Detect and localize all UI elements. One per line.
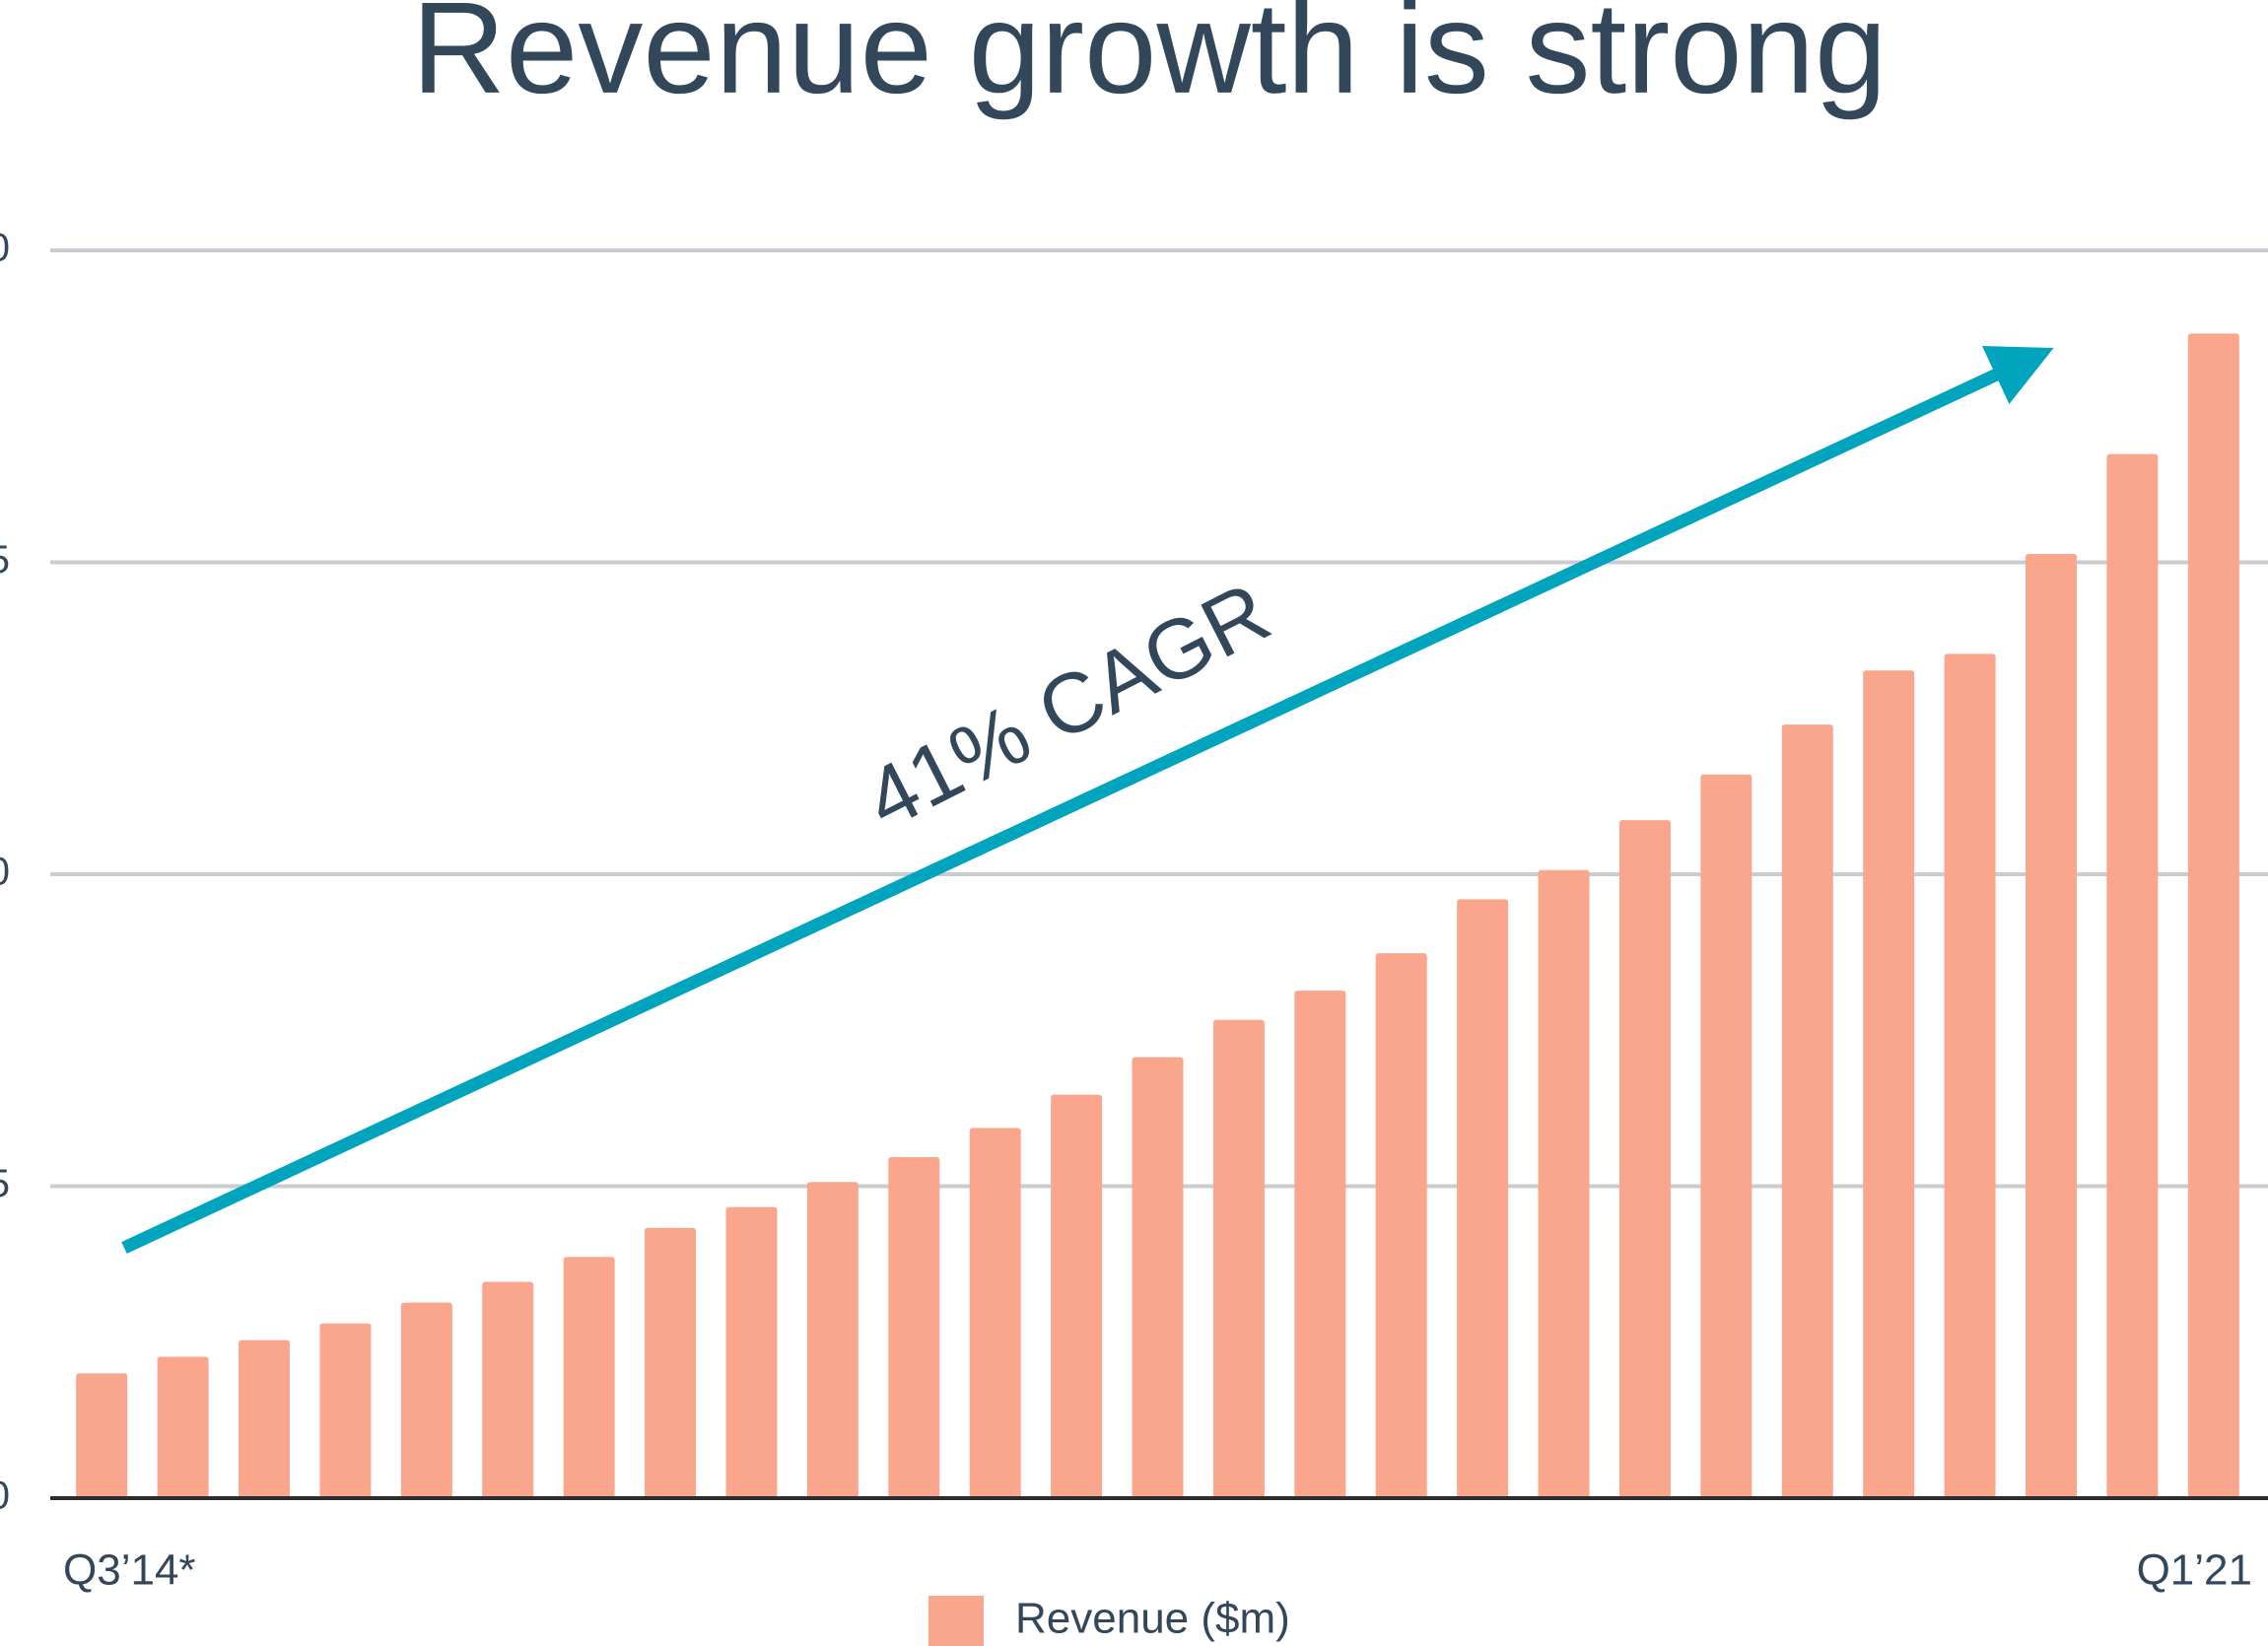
bar: [1051, 1094, 1103, 1498]
bar: [1538, 869, 1590, 1498]
bar: [969, 1128, 1021, 1498]
bar: [1212, 1019, 1265, 1498]
bar: [239, 1339, 291, 1498]
bar: [725, 1206, 778, 1498]
bar: [157, 1356, 209, 1498]
bar: [806, 1182, 859, 1498]
x-tick-label: Q3’14*: [63, 1546, 196, 1595]
bar: [1700, 774, 1753, 1498]
bar: [563, 1257, 615, 1498]
bar: [1944, 653, 1996, 1498]
bar: [2187, 333, 2239, 1498]
bar: [1863, 670, 1915, 1498]
bar: [645, 1227, 697, 1498]
y-tick-label: 300: [0, 227, 10, 270]
bar: [1132, 1057, 1184, 1498]
y-tick-label: 225: [0, 538, 10, 582]
bar: [400, 1302, 452, 1498]
x-tick-label: Q1’21: [2137, 1546, 2252, 1595]
y-tick-label: 0: [0, 1475, 10, 1518]
bar: [482, 1281, 534, 1498]
bar: [1618, 820, 1671, 1498]
bar: [2106, 453, 2159, 1498]
trend-arrow: [121, 346, 2054, 1254]
y-tick-label: 150: [0, 851, 10, 894]
bar: [1781, 724, 1833, 1498]
bar: [1294, 991, 1346, 1498]
bar: [888, 1156, 940, 1498]
bar: [76, 1373, 128, 1498]
legend-swatch: [928, 1596, 984, 1646]
bar: [319, 1323, 372, 1498]
chart-title: Revenue growth is strong: [412, 0, 1888, 120]
y-tick-label: 75: [0, 1162, 10, 1205]
bar: [1457, 899, 1509, 1498]
bar: [2025, 554, 2077, 1498]
legend-label: Revenue ($m): [1015, 1595, 1290, 1643]
bar: [1375, 953, 1427, 1498]
